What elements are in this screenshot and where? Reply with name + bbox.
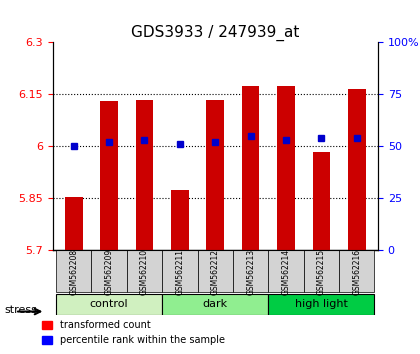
FancyBboxPatch shape <box>304 250 339 292</box>
Legend: transformed count, percentile rank within the sample: transformed count, percentile rank withi… <box>39 316 229 349</box>
FancyBboxPatch shape <box>162 294 268 315</box>
FancyBboxPatch shape <box>56 250 92 292</box>
Bar <box>312 152 330 250</box>
FancyBboxPatch shape <box>56 294 162 315</box>
Bar <box>100 101 118 250</box>
Text: GSM562213: GSM562213 <box>246 249 255 295</box>
Bar <box>171 190 189 250</box>
Text: dark: dark <box>203 299 228 309</box>
Bar <box>242 86 260 250</box>
Text: stress: stress <box>4 305 37 315</box>
Text: GSM562215: GSM562215 <box>317 249 326 295</box>
Text: control: control <box>90 299 129 309</box>
Text: GSM562211: GSM562211 <box>176 249 184 295</box>
Text: GSM562212: GSM562212 <box>211 249 220 295</box>
Text: GSM562209: GSM562209 <box>105 249 113 295</box>
FancyBboxPatch shape <box>268 294 375 315</box>
Text: high light: high light <box>295 299 348 309</box>
Text: GSM562216: GSM562216 <box>352 249 361 295</box>
Title: GDS3933 / 247939_at: GDS3933 / 247939_at <box>131 25 299 41</box>
Bar <box>136 99 153 250</box>
FancyBboxPatch shape <box>233 250 268 292</box>
FancyBboxPatch shape <box>92 250 127 292</box>
FancyBboxPatch shape <box>127 250 162 292</box>
Bar <box>277 86 295 250</box>
Text: GSM562208: GSM562208 <box>69 249 78 295</box>
Text: GSM562214: GSM562214 <box>281 249 291 295</box>
FancyBboxPatch shape <box>268 250 304 292</box>
FancyBboxPatch shape <box>197 250 233 292</box>
Text: GSM562210: GSM562210 <box>140 249 149 295</box>
FancyBboxPatch shape <box>339 250 375 292</box>
Bar <box>65 197 83 250</box>
FancyBboxPatch shape <box>162 250 197 292</box>
Bar <box>348 89 366 250</box>
Bar <box>206 99 224 250</box>
